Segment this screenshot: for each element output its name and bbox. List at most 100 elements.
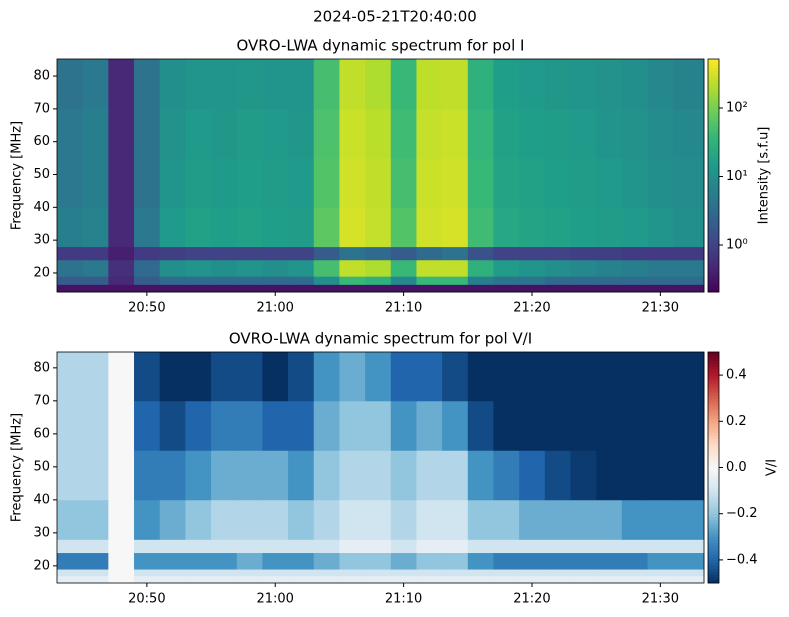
heatmap-cell	[365, 276, 392, 285]
colorbar-swatch	[708, 406, 719, 411]
heatmap-cell	[544, 108, 571, 159]
heatmap-cell	[390, 246, 417, 261]
heatmap-cell	[313, 575, 340, 584]
heatmap-cell	[57, 450, 84, 501]
heatmap-cell	[288, 246, 315, 261]
y-tick-label: 50	[33, 167, 50, 182]
heatmap-cell	[365, 158, 392, 208]
heatmap-cell	[82, 569, 109, 577]
heatmap-cell	[467, 276, 494, 285]
heatmap-cell	[185, 575, 212, 584]
colorbar-swatch	[708, 386, 719, 390]
colorbar-swatch	[708, 580, 719, 584]
heatmap-cell	[339, 552, 366, 570]
colorbar-swatch	[708, 184, 719, 188]
x-tick-label: 21:00	[256, 592, 293, 607]
heatmap-cell	[467, 499, 494, 540]
heatmap-cell	[82, 284, 109, 293]
heatmap-cell	[159, 207, 186, 248]
heatmap-cell	[621, 352, 648, 402]
heatmap-cell	[416, 246, 443, 261]
heatmap-cell	[288, 108, 315, 159]
heatmap-cell	[647, 569, 674, 577]
colorbar-swatch	[708, 79, 719, 83]
heatmap-cell	[108, 552, 135, 570]
heatmap-cell	[442, 259, 469, 277]
heatmap-cell	[134, 108, 161, 159]
heatmap-cell	[467, 259, 494, 277]
colorbar-swatch	[708, 392, 719, 396]
colorbar-tick-label: −0.2	[726, 506, 758, 521]
colorbar-swatch	[708, 481, 719, 486]
heatmap-cell	[365, 575, 392, 584]
heatmap-cell	[108, 499, 135, 540]
colorbar-swatch	[708, 357, 719, 362]
colorbar-swatch	[708, 169, 719, 173]
heatmap-cell	[313, 552, 340, 570]
colorbar-label: Intensity [s.f.u]	[757, 127, 772, 225]
heatmap-cell	[519, 158, 546, 208]
heatmap-cell	[365, 284, 392, 293]
heatmap-cell	[262, 575, 289, 584]
heatmap-cell	[288, 207, 315, 248]
colorbar-tick-label: 10¹	[726, 169, 748, 184]
heatmap-cell	[159, 552, 186, 570]
heatmap-cell	[185, 158, 212, 208]
heatmap-cell	[467, 569, 494, 577]
heatmap-cell	[493, 207, 520, 248]
colorbar-swatch	[708, 254, 719, 258]
heatmap-cell	[339, 158, 366, 208]
heatmap-cell	[519, 276, 546, 285]
heatmap-cell	[570, 539, 597, 554]
heatmap-cell	[467, 450, 494, 501]
heatmap-cell	[442, 207, 469, 248]
heatmap-cell	[442, 575, 469, 584]
colorbar-swatch	[708, 533, 719, 538]
colorbar-swatch	[708, 484, 719, 489]
heatmap-cell	[339, 400, 366, 451]
x-tick-label: 21:20	[513, 592, 550, 607]
colorbar-swatch	[708, 467, 719, 471]
colorbar-swatch	[708, 227, 719, 232]
colorbar-swatch	[708, 280, 719, 284]
heatmap-cell	[236, 539, 263, 554]
heatmap-cell	[596, 158, 623, 208]
heatmap-cell	[339, 59, 366, 110]
heatmap-cell	[108, 259, 135, 277]
heatmap-cell	[134, 284, 161, 293]
colorbar-frame	[707, 58, 720, 293]
heatmap-cell	[493, 284, 520, 293]
heatmap-cell	[647, 276, 674, 285]
heatmap-cell	[159, 499, 186, 540]
colorbar-swatch	[708, 213, 719, 217]
heatmap-cell	[570, 569, 597, 577]
heatmap-cell	[108, 450, 135, 501]
colorbar-swatch	[708, 160, 719, 165]
colorbar-swatch	[708, 389, 719, 393]
heatmap-cell	[596, 246, 623, 261]
heatmap-cell	[108, 158, 135, 208]
colorbar-swatch	[708, 195, 719, 200]
heatmap-cell	[159, 259, 186, 277]
heatmap-cell	[288, 450, 315, 501]
heatmap-cell	[185, 59, 212, 110]
heatmap-cell	[365, 569, 392, 577]
colorbar-swatch	[708, 429, 719, 434]
heatmap-cell	[442, 158, 469, 208]
heatmap-cell	[236, 352, 263, 402]
colorbar-swatch	[708, 259, 719, 264]
heatmap-cell	[82, 539, 109, 554]
colorbar-swatch	[708, 551, 719, 555]
heatmap-cell	[673, 207, 705, 248]
heatmap-cell	[390, 158, 417, 208]
colorbar-swatch	[708, 131, 719, 136]
heatmap-cell	[159, 575, 186, 584]
colorbar-swatch	[708, 210, 719, 214]
heatmap-cell	[57, 569, 84, 577]
heatmap-cell	[442, 276, 469, 285]
x-tick-label: 21:10	[385, 592, 422, 607]
colorbar-swatch	[708, 522, 719, 526]
heatmap-cell	[313, 207, 340, 248]
heatmap-cell	[416, 352, 443, 402]
colorbar-swatch	[708, 395, 719, 399]
